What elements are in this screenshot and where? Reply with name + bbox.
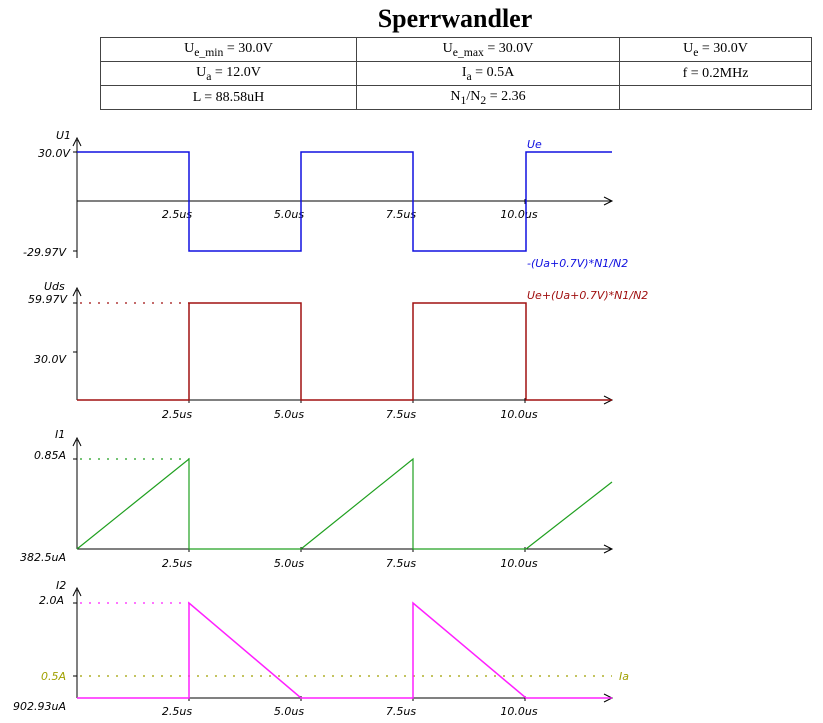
i1-x-axis-arrow — [603, 544, 614, 554]
uds-xtick-label: 10.0us — [500, 408, 537, 421]
uds-waveform — [77, 302, 612, 401]
param-empty — [619, 85, 812, 110]
i2-y-axis-arrow — [72, 586, 82, 597]
plot-uds: Uds 59.97V 30.0V 2.5us 5.0us 7.5us 10.0u… — [28, 280, 648, 421]
uds-xtick-label: 7.5us — [386, 408, 416, 421]
u1-x-axis-arrow — [603, 196, 614, 206]
u1-axis-name: U1 — [56, 129, 71, 142]
param-ue-min: Ue_min = 30.0V — [100, 37, 357, 62]
i2-axis-name: I2 — [56, 579, 66, 592]
uds-y-axis-arrow — [72, 286, 82, 297]
i1-ytick-bottom: 382.5uA — [20, 551, 66, 564]
i1-waveform — [76, 457, 613, 550]
page-title: Sperrwandler — [377, 4, 533, 33]
u1-y-axis-arrow — [72, 136, 82, 147]
i1-xtick-label: 2.5us — [162, 557, 192, 570]
i2-xtick-label: 2.5us — [162, 705, 192, 718]
i2-waveform — [77, 601, 612, 699]
i1-ytick-top: 0.85A — [34, 449, 66, 462]
i2-xtick-label: 5.0us — [274, 705, 304, 718]
i1-xticks: 2.5us 5.0us 7.5us 10.0us — [162, 547, 538, 570]
u1-waveform — [77, 151, 612, 252]
i2-label-ia: Ia — [619, 670, 629, 683]
param-ue-max: Ue_max = 30.0V — [356, 37, 620, 62]
plot-i1: I1 0.85A 382.5uA 2.5us 5.0us 7.5us 10.0u… — [20, 428, 614, 570]
u1-label-bottom: -(Ua+0.7V)*N1/N2 — [527, 257, 628, 270]
param-ue: Ue = 30.0V — [619, 37, 812, 62]
param-ia: Ia = 0.5A — [356, 61, 620, 86]
uds-ytick-mid: 30.0V — [34, 353, 67, 366]
param-l: L = 88.58uH — [100, 85, 357, 110]
i2-xticks: 2.5us 5.0us 7.5us 10.0us — [162, 696, 538, 718]
parameter-table: Ue_min = 30.0V Ue_max = 30.0V Ue = 30.0V… — [100, 37, 812, 110]
i2-ytick-top: 2.0A — [39, 594, 64, 607]
u1-xtick-label: 5.0us — [274, 208, 304, 221]
i2-xtick-label: 7.5us — [386, 705, 416, 718]
param-n-ratio: N1/N2 = 2.36 — [356, 85, 620, 110]
uds-xticks: 2.5us 5.0us 7.5us 10.0us — [162, 398, 538, 421]
uds-axis-name: Uds — [44, 280, 65, 293]
u1-xticks: 2.5us 5.0us 7.5us 10.0us — [162, 199, 538, 221]
param-f: f = 0.2MHz — [619, 61, 812, 86]
i1-y-axis-arrow — [72, 436, 82, 447]
u1-xtick-label: 2.5us — [162, 208, 192, 221]
i2-xtick-label: 10.0us — [500, 705, 537, 718]
uds-xtick-label: 2.5us — [162, 408, 192, 421]
i2-ytick-bottom: 902.93uA — [13, 700, 66, 713]
i1-xtick-label: 5.0us — [274, 557, 304, 570]
u1-ytick-top: 30.0V — [38, 147, 71, 160]
u1-ytick-bottom: -29.97V — [23, 246, 67, 259]
i1-xtick-label: 10.0us — [500, 557, 537, 570]
plot-i2: I2 2.0A 0.5A 902.93uA 2.5us 5.0us 7.5us … — [13, 579, 629, 718]
u1-label-ue: Ue — [527, 138, 542, 151]
i1-xtick-label: 7.5us — [386, 557, 416, 570]
i2-ytick-mid: 0.5A — [41, 670, 66, 683]
uds-label-top: Ue+(Ua+0.7V)*N1/N2 — [527, 289, 648, 302]
plot-u1: U1 30.0V -29.97V 2.5us 5.0us 7.5us 10.0u… — [23, 129, 628, 270]
u1-xtick-label: 10.0us — [500, 208, 537, 221]
i1-axis-name: I1 — [55, 428, 65, 441]
uds-ytick-top: 59.97V — [28, 293, 68, 306]
u1-xtick-label: 7.5us — [386, 208, 416, 221]
uds-xtick-label: 5.0us — [274, 408, 304, 421]
